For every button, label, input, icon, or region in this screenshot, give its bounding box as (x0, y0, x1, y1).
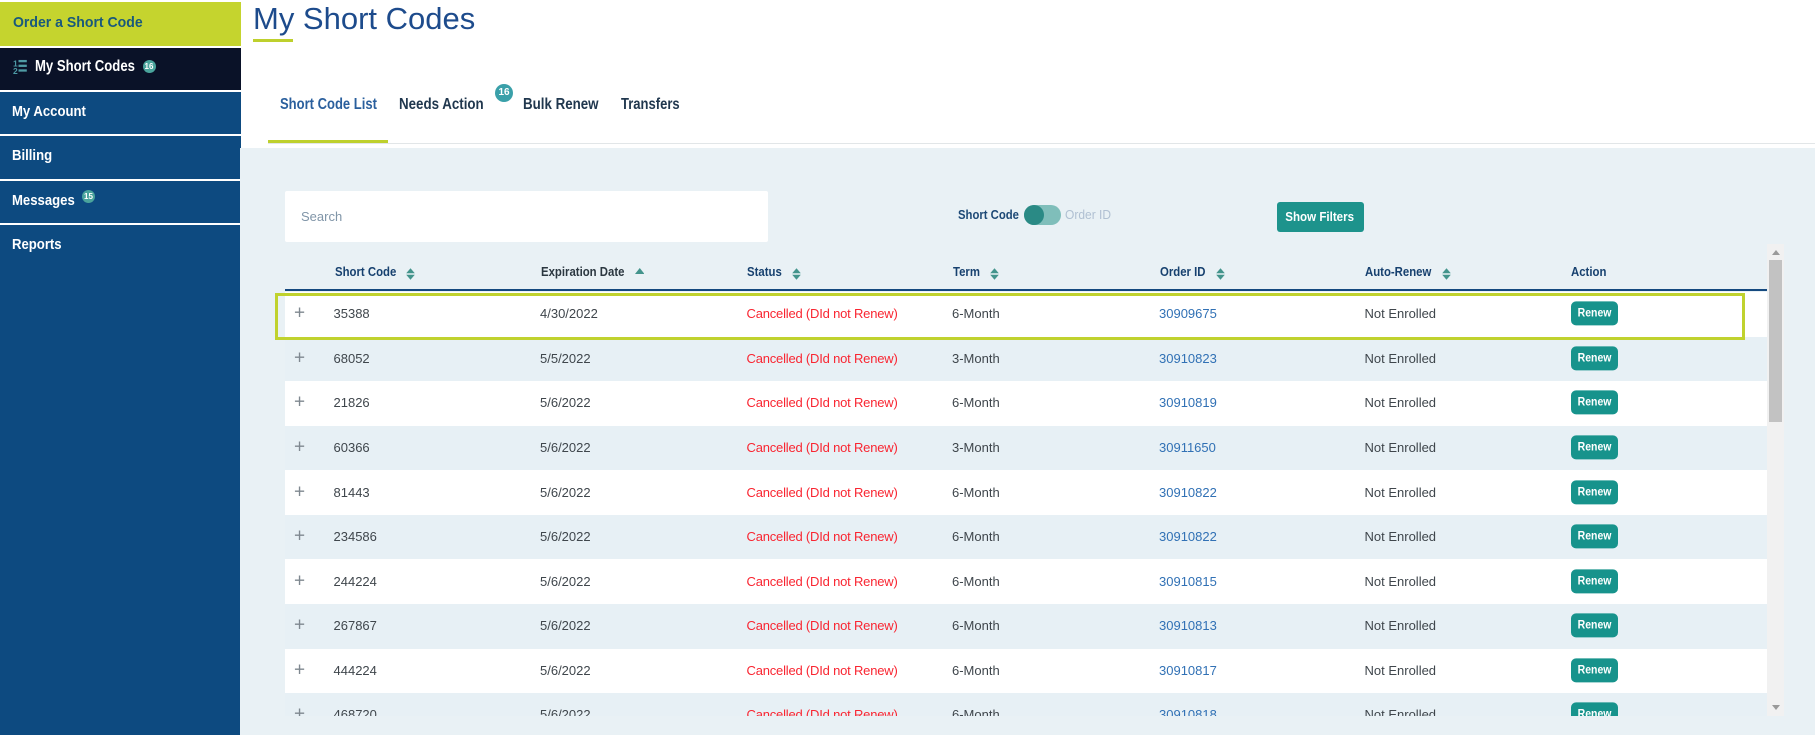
svg-text:2: 2 (13, 66, 18, 75)
svg-text:1: 1 (13, 59, 18, 69)
